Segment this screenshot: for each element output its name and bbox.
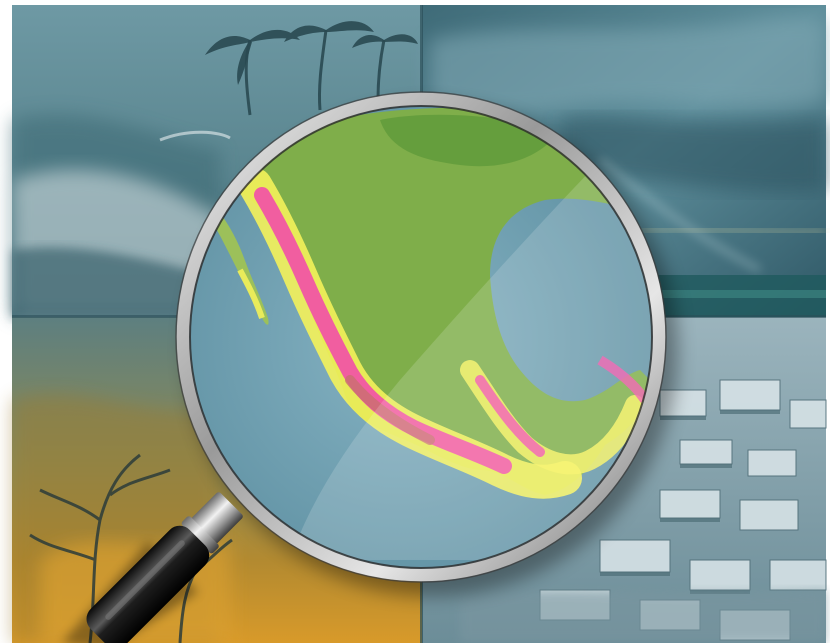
magnifying-glass-icon (62, 91, 678, 643)
magnifier-handle (62, 492, 243, 643)
magnifier-rim (176, 92, 666, 582)
mexico-heat-map (188, 104, 654, 570)
